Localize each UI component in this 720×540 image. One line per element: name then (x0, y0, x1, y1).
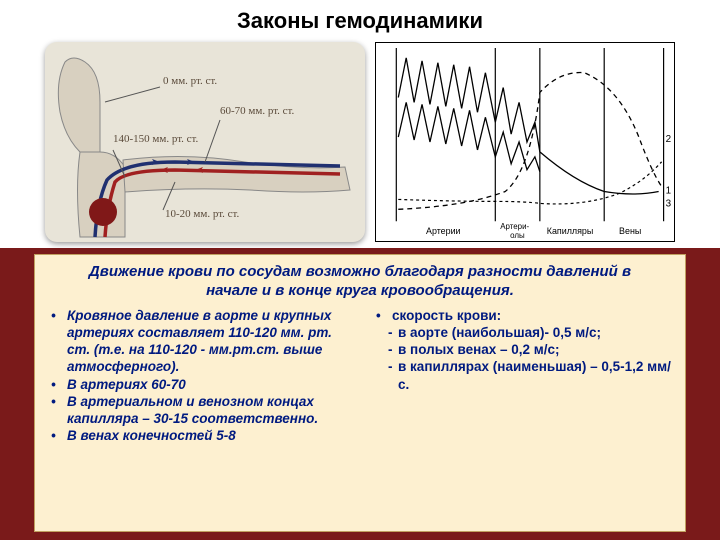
graph-svg: 1 2 3 Артерии Артери-олы Капилляры Вены (376, 43, 674, 241)
axis-label: Артери-олы (500, 222, 529, 240)
arm-label: 10-20 мм. рт. ст. (165, 208, 240, 220)
list-item: В венах конечностей 5-8 (57, 427, 350, 444)
slide-title: Законы гемодинамики (0, 0, 720, 38)
graph-panel: 1 2 3 Артерии Артери-олы Капилляры Вены (375, 42, 675, 242)
pressure-curve-2 (398, 102, 540, 171)
list-item: скорость крови: (382, 307, 675, 324)
list-item: в капиллярах (наименьшая) – 0,5-1,2 мм/с… (388, 358, 675, 393)
arm-label: 140-150 мм. рт. ст. (113, 133, 199, 145)
list-item: в аорте (наибольшая)- 0,5 м/с; (388, 324, 675, 341)
images-row: 0 мм. рт. ст. 60-70 мм. рт. ст. 140-150 … (0, 38, 720, 248)
leader-line (105, 87, 160, 102)
arm-label: 60-70 мм. рт. ст. (220, 105, 295, 117)
axis-label: Вены (619, 226, 641, 236)
curve-label: 1 (666, 185, 672, 196)
text-block: Движение крови по сосудам возможно благо… (34, 254, 686, 532)
heart-icon (89, 198, 117, 226)
list-item: В артериальном и венозном концах капилля… (57, 393, 350, 428)
curve-label: 2 (666, 134, 672, 145)
leader-line (205, 120, 220, 162)
curve-label: 3 (666, 198, 672, 209)
right-column: скорость крови: в аорте (наибольшая)- 0,… (370, 307, 675, 445)
arm-label: 0 мм. рт. ст. (163, 75, 217, 87)
list-item: В артериях 60-70 (57, 376, 350, 393)
list-item: в полых венах – 0,2 м/с; (388, 341, 675, 358)
arm-diagram: 0 мм. рт. ст. 60-70 мм. рт. ст. 140-150 … (45, 42, 365, 242)
head-shape (58, 58, 100, 162)
subtitle: Движение крови по сосудам возможно благо… (45, 261, 675, 307)
left-column: Кровяное давление в аорте и крупных арте… (45, 307, 350, 445)
axis-label: Капилляры (547, 226, 594, 236)
slide-root: Законы гемодинамики (0, 0, 720, 540)
pressure-curve-1 (398, 58, 658, 194)
list-item: Кровяное давление в аорте и крупных арте… (57, 307, 350, 376)
velocity-curve (398, 162, 661, 204)
arm-svg: 0 мм. рт. ст. 60-70 мм. рт. ст. 140-150 … (45, 42, 365, 242)
columns: Кровяное давление в аорте и крупных арте… (45, 307, 675, 445)
area-curve (398, 73, 661, 210)
axis-label: Артерии (426, 226, 461, 236)
